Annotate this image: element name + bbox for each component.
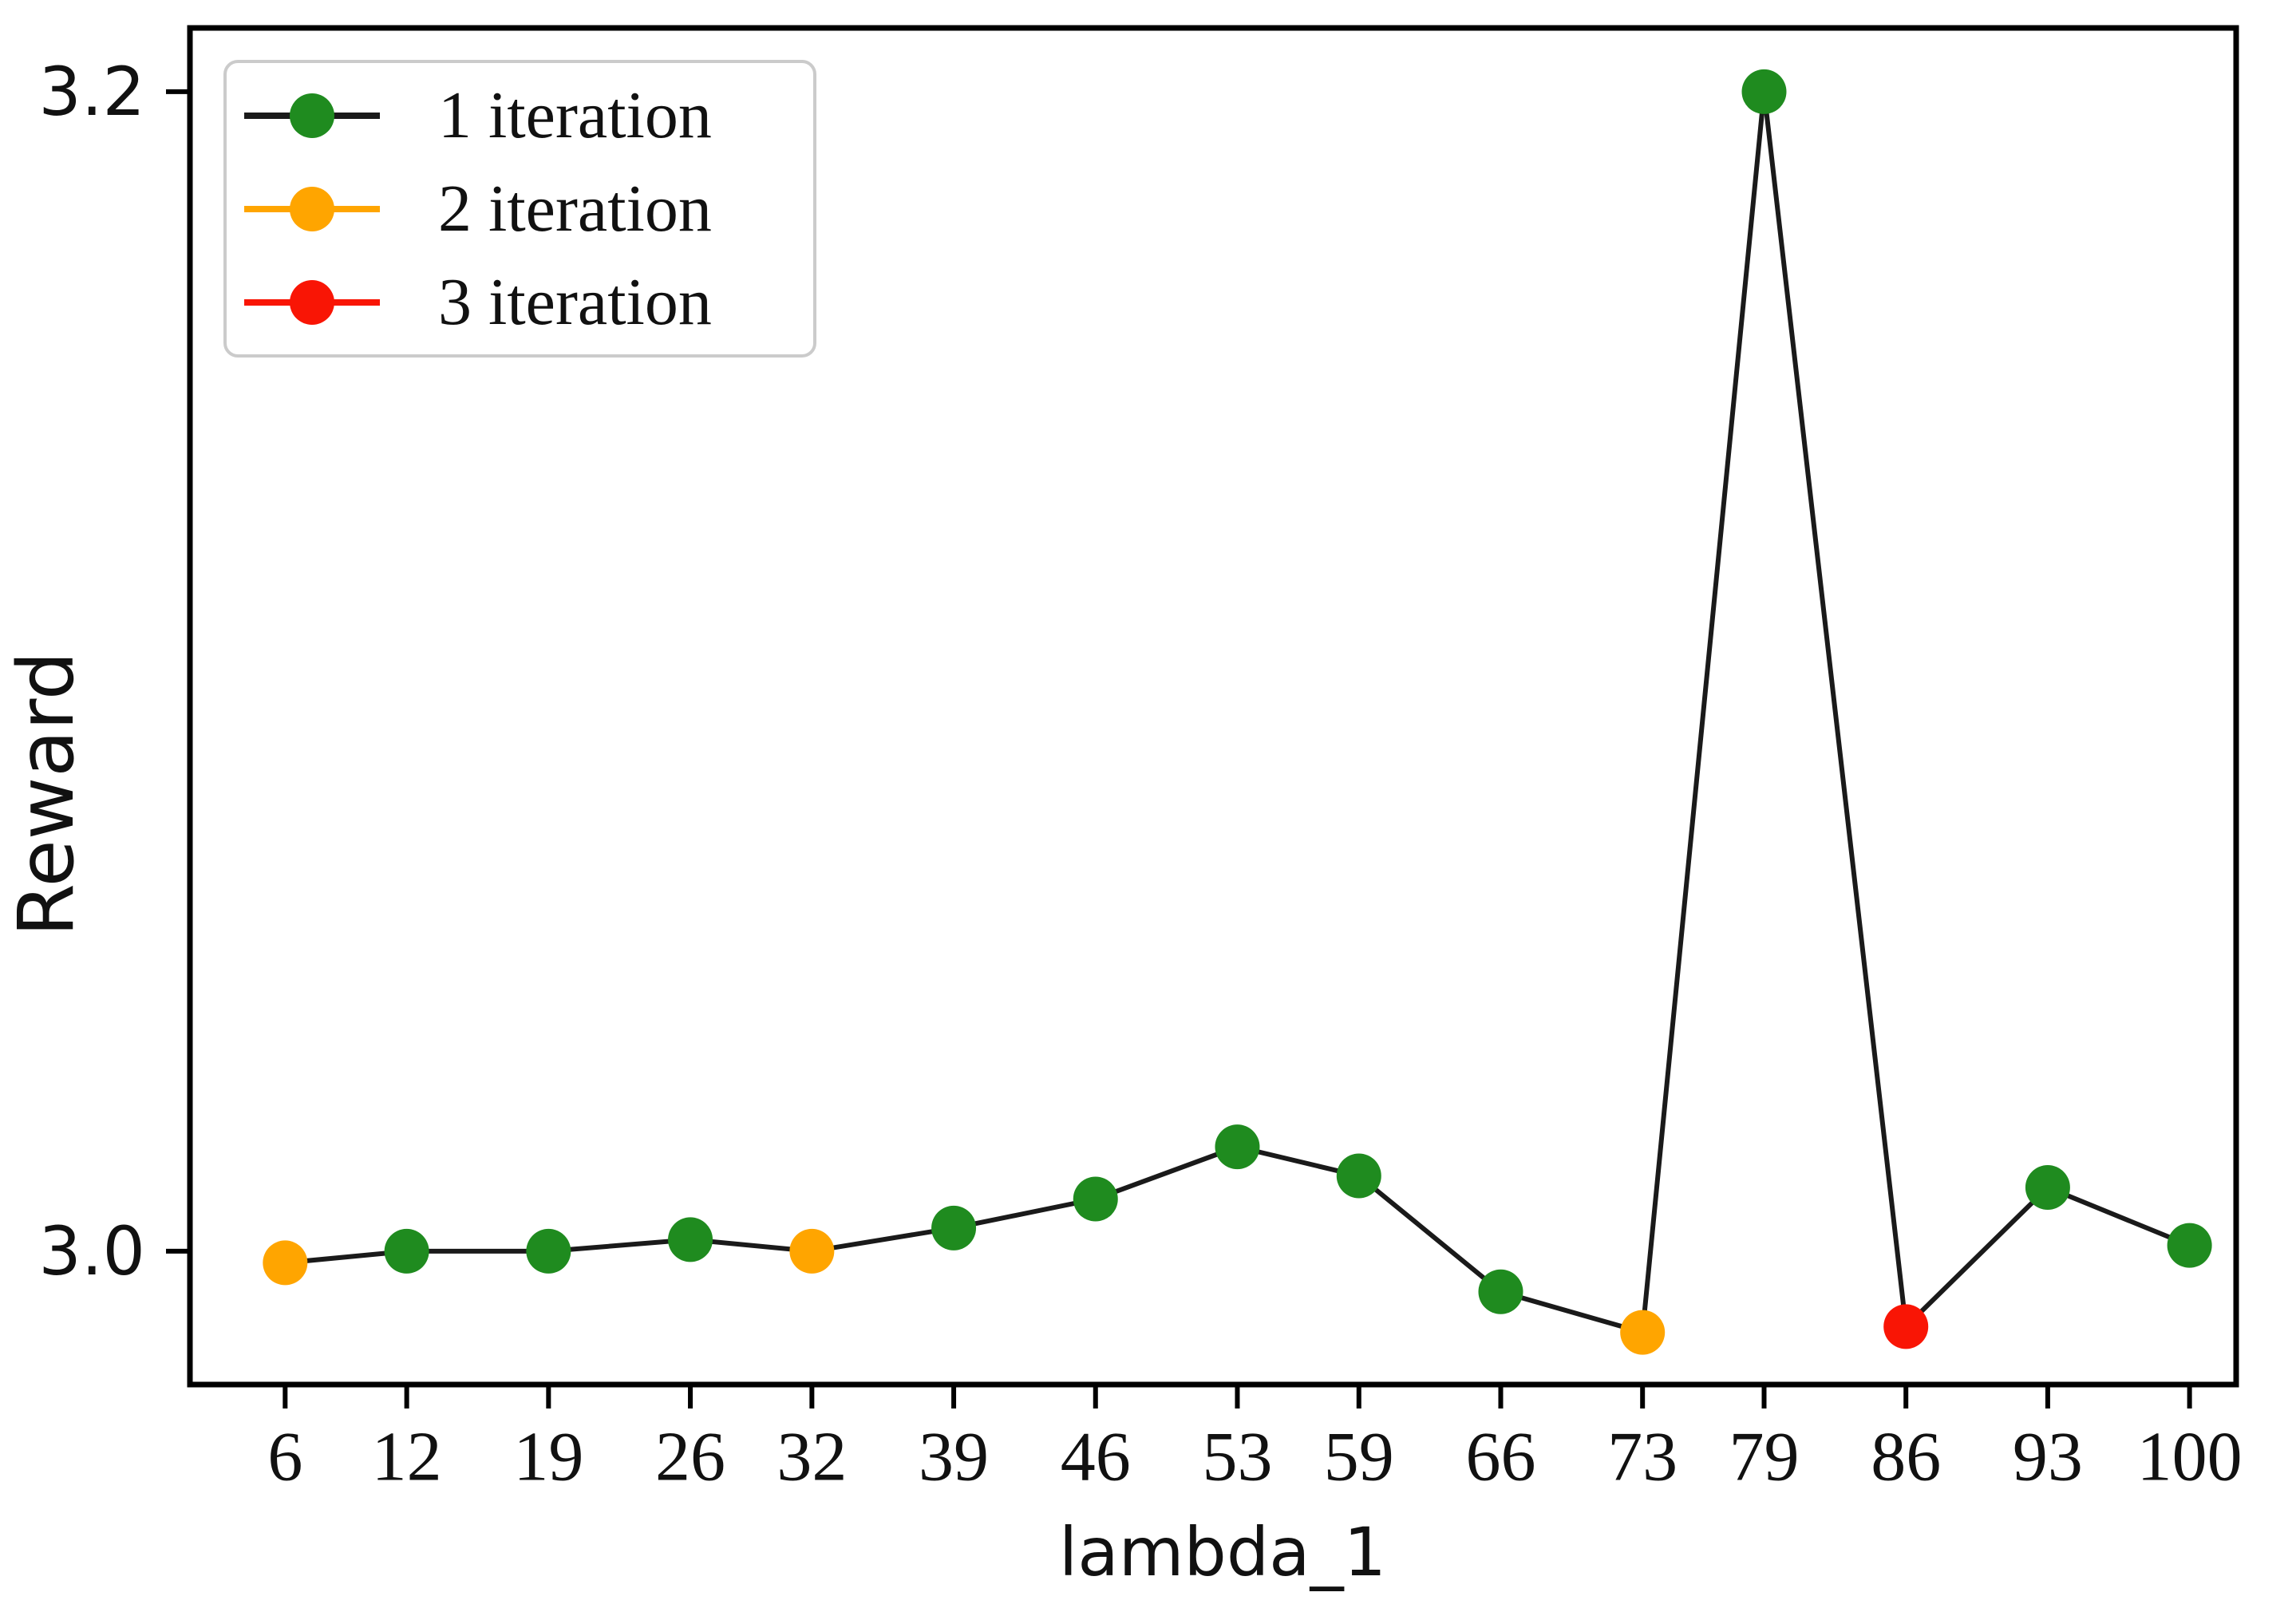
legend-marker-2 bbox=[244, 185, 380, 233]
x-tick-label: 100 bbox=[2137, 1419, 2243, 1496]
legend: 1 iteration 2 iteration 3 iteration bbox=[223, 60, 816, 358]
legend-dot-icon bbox=[290, 93, 334, 138]
y-axis-label: Reward bbox=[2, 651, 91, 937]
x-tick-label: 59 bbox=[1324, 1419, 1394, 1496]
legend-marker-1 bbox=[244, 92, 380, 140]
data-point-x12 bbox=[384, 1228, 429, 1274]
x-tick-label: 86 bbox=[1871, 1419, 1941, 1496]
x-tick-label: 73 bbox=[1607, 1419, 1678, 1496]
data-point-x59 bbox=[1336, 1153, 1381, 1199]
data-point-x73 bbox=[1620, 1310, 1666, 1355]
y-tick-label: 3.2 bbox=[38, 53, 145, 131]
data-point-x79 bbox=[1741, 69, 1787, 114]
data-point-x26 bbox=[668, 1217, 713, 1262]
legend-marker-3 bbox=[244, 279, 380, 326]
x-tick-label: 26 bbox=[655, 1419, 725, 1496]
plot-border bbox=[187, 25, 2239, 1388]
data-point-x6 bbox=[263, 1240, 308, 1286]
data-point-x93 bbox=[2025, 1164, 2070, 1210]
data-point-x32 bbox=[789, 1228, 835, 1274]
x-tick-label: 93 bbox=[2013, 1419, 2083, 1496]
legend-dot-icon bbox=[290, 279, 334, 325]
y-tick-label: 3.0 bbox=[38, 1212, 145, 1290]
legend-dot-icon bbox=[290, 186, 334, 231]
legend-item-1-iteration: 1 iteration bbox=[227, 69, 813, 162]
data-point-x66 bbox=[1478, 1269, 1523, 1314]
data-point-x53 bbox=[1215, 1124, 1260, 1170]
legend-label: 1 iteration bbox=[438, 78, 712, 152]
x-tick-label: 46 bbox=[1061, 1419, 1131, 1496]
x-tick-label: 12 bbox=[372, 1419, 442, 1496]
x-tick-label: 32 bbox=[777, 1419, 847, 1496]
x-axis-label: lambda_1 bbox=[1058, 1513, 1387, 1591]
data-point-x46 bbox=[1073, 1176, 1118, 1222]
x-tick-label: 79 bbox=[1729, 1419, 1800, 1496]
data-point-x19 bbox=[526, 1228, 571, 1274]
data-point-x39 bbox=[931, 1205, 977, 1250]
legend-item-2-iteration: 2 iteration bbox=[227, 162, 813, 255]
x-tick-label: 19 bbox=[513, 1419, 583, 1496]
x-tick-label: 53 bbox=[1202, 1419, 1272, 1496]
data-point-x100 bbox=[2167, 1223, 2212, 1268]
legend-label: 3 iteration bbox=[438, 265, 712, 339]
legend-label: 2 iteration bbox=[438, 172, 712, 246]
x-tick-label: 66 bbox=[1465, 1419, 1535, 1496]
x-tick-label: 39 bbox=[919, 1419, 989, 1496]
data-point-x86 bbox=[1883, 1304, 1929, 1349]
x-tick-label: 6 bbox=[267, 1419, 302, 1496]
legend-item-3-iteration: 3 iteration bbox=[227, 255, 813, 349]
